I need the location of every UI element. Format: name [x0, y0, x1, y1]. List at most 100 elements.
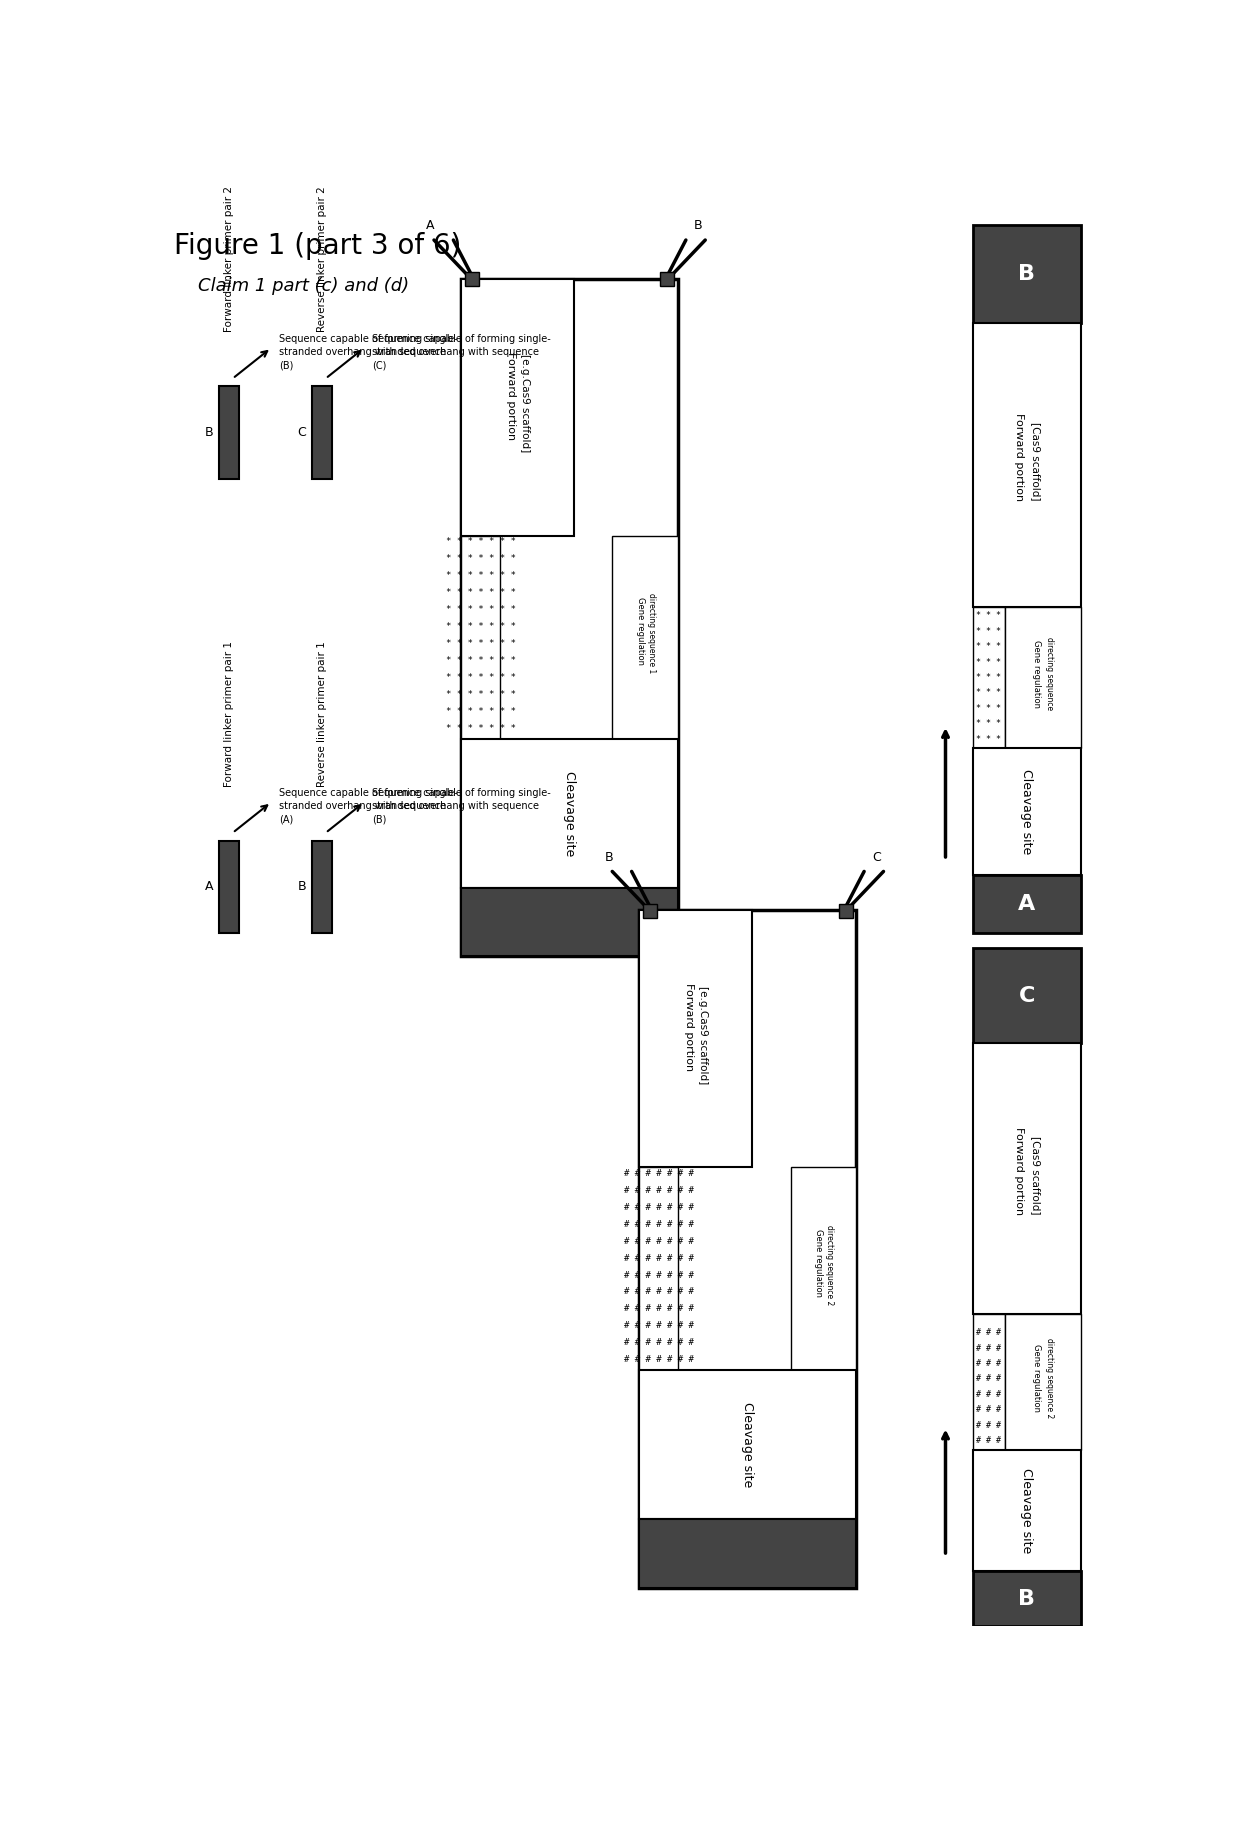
- Bar: [838, 904, 853, 917]
- Bar: [972, 225, 1081, 323]
- Text: # # #: # # #: [976, 1390, 1002, 1399]
- Bar: [461, 738, 678, 888]
- Text: A: A: [205, 881, 213, 893]
- Text: * * *: * * *: [976, 672, 1002, 681]
- Text: Forward linker primer pair 1: Forward linker primer pair 1: [223, 641, 233, 787]
- Text: # # #: # # #: [976, 1436, 1002, 1445]
- Text: Sequence capable of forming single-: Sequence capable of forming single-: [279, 334, 458, 343]
- Text: * * * * * * *: * * * * * * *: [445, 656, 516, 665]
- Text: * * * * * * *: * * * * * * *: [445, 672, 516, 681]
- Text: # # #: # # #: [976, 1405, 1002, 1414]
- Text: * * *: * * *: [976, 612, 1002, 621]
- Text: A: A: [1018, 893, 1035, 914]
- Text: * * *: * * *: [976, 720, 1002, 729]
- Bar: [613, 535, 678, 738]
- Bar: [461, 535, 500, 738]
- Bar: [972, 1314, 1006, 1449]
- Bar: [972, 1043, 1081, 1314]
- Text: * * * * * * *: * * * * * * *: [445, 588, 516, 597]
- Text: directing sequence 2: directing sequence 2: [825, 1224, 835, 1304]
- Text: Sequence capable of forming single-: Sequence capable of forming single-: [372, 787, 551, 798]
- Text: # # # # # # #: # # # # # # #: [624, 1288, 693, 1297]
- Text: # # # # # # #: # # # # # # #: [624, 1186, 693, 1195]
- Bar: [219, 840, 238, 934]
- Text: * * *: * * *: [976, 658, 1002, 667]
- Text: Gene regulation: Gene regulation: [636, 597, 645, 665]
- Text: # # #: # # #: [976, 1359, 1002, 1368]
- Text: B: B: [1018, 1589, 1035, 1610]
- Text: (B): (B): [279, 360, 294, 371]
- Text: # # # # # # #: # # # # # # #: [624, 1202, 693, 1211]
- Text: Forward portion: Forward portion: [1014, 413, 1024, 501]
- Text: # # # # # # #: # # # # # # #: [624, 1356, 693, 1365]
- Text: Cleavage site: Cleavage site: [1021, 769, 1033, 855]
- Bar: [640, 1167, 678, 1370]
- Text: # # # # # # #: # # # # # # #: [624, 1270, 693, 1279]
- Text: Forward linker primer pair 2: Forward linker primer pair 2: [223, 186, 233, 333]
- Bar: [1006, 607, 1081, 749]
- Text: Forward portion: Forward portion: [684, 983, 694, 1071]
- Bar: [1006, 1314, 1081, 1449]
- Text: Sequence capable of forming single-: Sequence capable of forming single-: [372, 334, 551, 343]
- Text: Cleavage site: Cleavage site: [1021, 1467, 1033, 1553]
- Bar: [972, 749, 1081, 875]
- Bar: [461, 278, 573, 535]
- Bar: [972, 948, 1081, 1043]
- Bar: [640, 1518, 857, 1588]
- Text: (A): (A): [279, 815, 293, 824]
- Text: Gene regulation: Gene regulation: [1033, 1345, 1042, 1412]
- Text: # # # # # # #: # # # # # # #: [624, 1321, 693, 1330]
- Bar: [461, 888, 678, 956]
- Text: stranded overhang with sequence: stranded overhang with sequence: [372, 347, 539, 356]
- Bar: [660, 272, 675, 287]
- Text: B: B: [693, 219, 702, 232]
- Text: C: C: [872, 851, 880, 864]
- Text: # # # # # # #: # # # # # # #: [624, 1237, 693, 1246]
- Text: Forward portion: Forward portion: [1014, 1127, 1024, 1215]
- Text: Forward portion: Forward portion: [506, 351, 516, 440]
- Text: Cleavage site: Cleavage site: [563, 771, 577, 855]
- Bar: [972, 1449, 1081, 1571]
- Text: * * * * * * *: * * * * * * *: [445, 691, 516, 700]
- Text: # # #: # # #: [976, 1328, 1002, 1337]
- Text: (B): (B): [372, 815, 387, 824]
- Text: Reverse linker primer pair 2: Reverse linker primer pair 2: [316, 186, 326, 333]
- Bar: [640, 910, 751, 1167]
- Text: directing sequence 2: directing sequence 2: [1045, 1337, 1054, 1418]
- Text: [e.g.Cas9 scaffold]: [e.g.Cas9 scaffold]: [520, 354, 529, 453]
- Text: * * * * * * *: * * * * * * *: [445, 537, 516, 546]
- Bar: [972, 323, 1081, 607]
- Text: C: C: [1019, 987, 1035, 1007]
- Text: * * * * * * *: * * * * * * *: [445, 554, 516, 563]
- Text: # # # # # # #: # # # # # # #: [624, 1220, 693, 1230]
- Text: * * * * * * *: * * * * * * *: [445, 723, 516, 733]
- Bar: [791, 1167, 857, 1370]
- Text: B: B: [605, 851, 613, 864]
- Bar: [640, 910, 857, 1588]
- Text: * * *: * * *: [976, 627, 1002, 636]
- Text: directing sequence 1: directing sequence 1: [647, 594, 656, 674]
- Text: stranded overhang with sequence: stranded overhang with sequence: [279, 347, 446, 356]
- Bar: [972, 607, 1006, 749]
- Text: # # # # # # #: # # # # # # #: [624, 1253, 693, 1262]
- Text: Reverse linker primer pair 1: Reverse linker primer pair 1: [316, 641, 326, 787]
- Text: B: B: [205, 426, 213, 438]
- Text: * * * * * * *: * * * * * * *: [445, 707, 516, 716]
- Text: directing sequence: directing sequence: [1045, 638, 1054, 711]
- Text: * * * * * * *: * * * * * * *: [445, 605, 516, 614]
- Text: * * * * * * *: * * * * * * *: [445, 639, 516, 649]
- Text: # # #: # # #: [976, 1421, 1002, 1431]
- Text: Gene regulation: Gene regulation: [1033, 639, 1042, 707]
- Text: * * *: * * *: [976, 689, 1002, 698]
- Text: Sequence capable of forming single-: Sequence capable of forming single-: [279, 787, 458, 798]
- Text: Claim 1 part (c) and (d): Claim 1 part (c) and (d): [197, 278, 409, 294]
- Text: * * *: * * *: [976, 643, 1002, 650]
- Text: B: B: [1018, 263, 1035, 283]
- Text: # # #: # # #: [976, 1374, 1002, 1383]
- Text: * * * * * * *: * * * * * * *: [445, 623, 516, 630]
- Text: # # # # # # #: # # # # # # #: [624, 1304, 693, 1314]
- Text: [Cas9 scaffold]: [Cas9 scaffold]: [1032, 422, 1042, 501]
- Text: * * *: * * *: [976, 703, 1002, 713]
- Text: Gene regulation: Gene regulation: [815, 1228, 823, 1297]
- Text: # # #: # # #: [976, 1343, 1002, 1352]
